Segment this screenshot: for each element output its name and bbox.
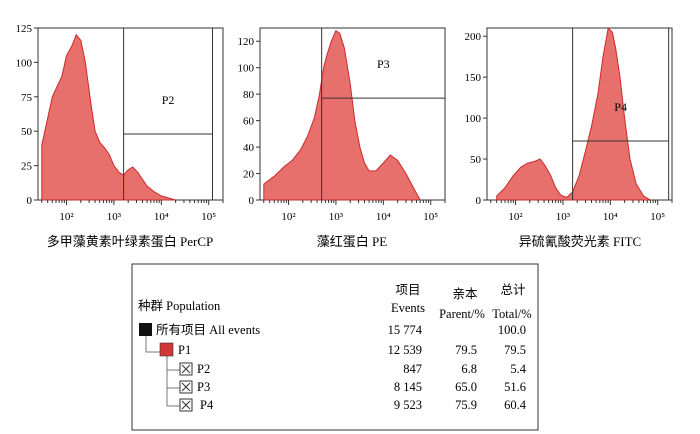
histogram-pe: P3 0 20 40 60 80 100 120 10² 10³ 10⁴ 10⁵ 藻红蛋白 PE [238,27,446,249]
table-cell-parent: 79.5 [455,343,477,357]
table-row-name: 所有项目 All events [156,323,260,337]
table-cell-total: 60.4 [504,398,527,412]
column-header-parent-cn: 亲本 [452,287,478,301]
x-axis-label: 多甲藻黄素叶绿素蛋白 PerCP [47,234,213,249]
y-tick-label: 120 [238,36,255,48]
table-cell-total: 100.0 [498,323,526,337]
gate-label: P3 [377,57,390,71]
table-frame [131,263,539,431]
population-header: 种群 Population [138,299,221,313]
table-cell-total: 5.4 [510,362,526,376]
histogram-area [496,26,653,201]
x-tick-label: 10² [508,211,523,223]
tree-connector [145,336,160,353]
x-tick-label: 10⁴ [603,211,618,223]
x-tick-label: 10³ [556,211,571,223]
histogram-fitc: P4 0 50 100 150 200 10² 10³ 10⁴ 10⁵ 异硫氰酸荧光素 FIT… [465,26,673,249]
table-cell-total: 51.6 [504,380,526,394]
table-row-name: P3 [197,380,210,394]
gate-checkbox-icon [179,380,193,394]
y-tick-label: 20 [243,169,255,181]
population-table: 项目 亲本 总计 Events Parent/% Total/% 种群 Popu… [131,263,539,431]
table-cell-total: 79.5 [504,343,526,357]
y-tick-label: 80 [243,89,255,101]
column-header-parent: Parent/% [439,307,485,321]
y-tick-label: 0 [27,195,33,207]
y-tick-label: 50 [21,126,33,138]
population-swatch-p1 [159,342,174,357]
y-tick-label: 40 [243,142,255,154]
table-cell-events: 9 523 [394,398,422,412]
x-tick-label: 10³ [329,211,344,223]
column-header-total: Total/% [492,307,531,321]
gate-checkbox-icon [179,398,193,412]
column-header-events: Events [391,301,425,315]
x-tick-label: 10³ [107,211,122,223]
table-cell-parent: 65.0 [455,380,477,394]
table-cell-events: 8 145 [394,380,422,394]
gate-checkbox-icon [179,362,193,376]
table-cell-events: 15 774 [388,323,423,337]
y-tick-label: 75 [21,92,33,104]
y-tick-label: 125 [16,23,33,35]
x-tick-label: 10⁵ [201,211,216,223]
table-row-name: P2 [197,362,210,376]
y-tick-label: 0 [249,195,255,207]
table-row-name: P4 [200,398,214,412]
gate-label: P4 [614,100,627,114]
y-tick-label: 200 [465,31,482,43]
x-tick-label: 10⁵ [650,211,665,223]
x-tick-label: 10⁴ [154,211,169,223]
y-tick-label: 0 [476,195,482,207]
y-tick-label: 60 [243,116,255,128]
histogram-area [41,33,176,201]
table-cell-events: 847 [403,362,422,376]
population-swatch-all [139,323,152,336]
table-cell-events: 12 539 [388,343,422,357]
tree-connector [166,356,180,407]
y-tick-label: 150 [465,72,482,84]
histogram-area [263,29,422,201]
column-header-total-cn: 总计 [500,283,525,297]
x-axis-label: 藻红蛋白 PE [317,234,387,249]
y-tick-label: 25 [21,161,33,173]
y-tick-label: 100 [16,57,33,69]
table-cell-parent: 6.8 [461,362,477,376]
x-tick-label: 10² [281,211,296,223]
histogram-percp: P2 0 25 50 75 100 125 10² 10³ 10⁴ 10⁵ 多甲藻黄素叶绿素蛋白… [16,23,224,249]
x-tick-label: 10² [59,211,74,223]
y-tick-label: 50 [470,154,482,166]
gate-label: P2 [162,93,175,107]
column-header-events-cn: 项目 [395,283,420,297]
table-cell-parent: 75.9 [455,398,477,412]
x-tick-label: 10⁴ [376,211,391,223]
x-axis-label: 异硫氰酸荧光素 FITC [519,234,641,249]
table-row-name: P1 [178,343,191,357]
y-tick-label: 100 [465,113,482,125]
x-tick-label: 10⁵ [423,211,438,223]
y-tick-label: 100 [238,63,255,75]
